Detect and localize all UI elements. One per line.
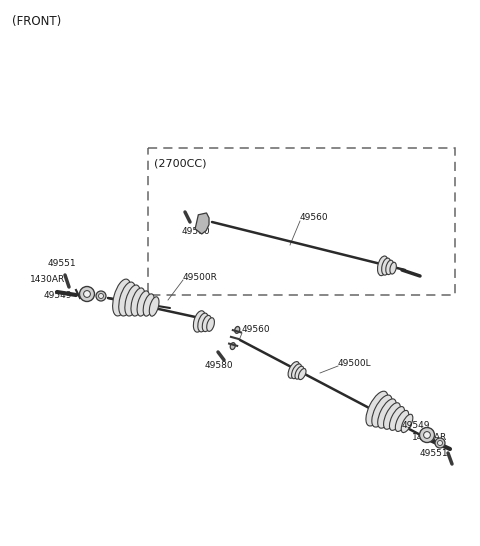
Text: 49551: 49551 [420,448,449,458]
Ellipse shape [295,366,304,379]
Circle shape [84,290,90,298]
Circle shape [420,428,434,442]
Ellipse shape [198,313,208,332]
Text: 49549: 49549 [44,292,72,300]
Ellipse shape [366,391,388,426]
Ellipse shape [149,297,159,316]
Text: 49560: 49560 [300,213,329,223]
Text: 49549: 49549 [402,422,431,430]
Ellipse shape [202,316,212,331]
Circle shape [435,438,445,448]
Ellipse shape [386,260,394,275]
Ellipse shape [193,311,205,332]
Text: 1430AR: 1430AR [412,434,447,442]
Text: (FRONT): (FRONT) [12,15,61,28]
Bar [148,148,455,295]
Text: 1430AR: 1430AR [30,275,65,283]
Ellipse shape [389,407,405,430]
Polygon shape [195,213,209,234]
Circle shape [98,294,104,299]
Circle shape [80,287,95,301]
Ellipse shape [382,258,391,275]
Circle shape [437,441,443,446]
Text: 49560: 49560 [242,325,271,335]
Ellipse shape [378,399,396,428]
Ellipse shape [384,403,400,429]
Text: 49580: 49580 [182,228,211,236]
Ellipse shape [131,288,145,316]
Ellipse shape [401,414,413,432]
Text: 49500R: 49500R [183,274,218,282]
Circle shape [424,432,431,438]
Ellipse shape [143,294,155,316]
Ellipse shape [390,262,396,274]
Ellipse shape [137,291,150,316]
Ellipse shape [378,256,388,276]
Ellipse shape [235,327,240,334]
Ellipse shape [396,411,408,431]
Ellipse shape [291,364,301,379]
Text: 49580: 49580 [205,361,234,371]
Ellipse shape [207,318,215,331]
Ellipse shape [372,395,392,427]
Ellipse shape [119,282,136,316]
Text: (2700CC): (2700CC) [154,158,206,168]
Ellipse shape [113,279,131,316]
Text: 49500L: 49500L [338,359,372,369]
Text: 49551: 49551 [48,258,77,268]
Ellipse shape [288,361,300,378]
Ellipse shape [299,369,306,379]
Ellipse shape [125,285,140,316]
Circle shape [96,291,106,301]
Ellipse shape [230,343,235,349]
